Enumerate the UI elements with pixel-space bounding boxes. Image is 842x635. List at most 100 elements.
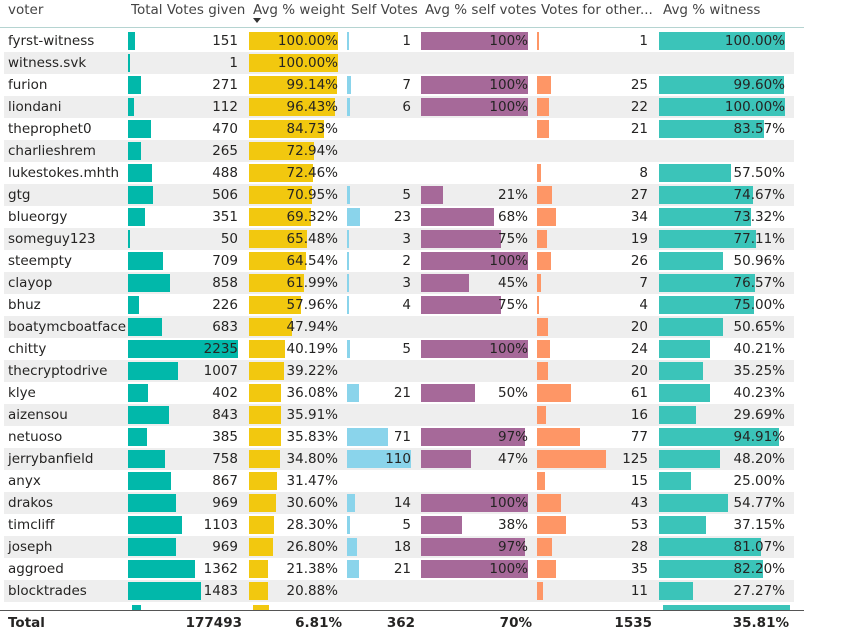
clipped-bar-total-votes	[132, 605, 141, 610]
cell-total-votes: 709	[212, 253, 238, 269]
bar-self-votes	[347, 296, 349, 314]
bar-avg-weight	[249, 98, 335, 116]
bar-avg-witness	[659, 516, 706, 534]
voter-name: bhuz	[8, 297, 41, 313]
table-row[interactable]: blueorgy 351 69.32% 23 68% 34 73.32%	[4, 206, 794, 228]
table-row[interactable]: theprophet0 470 84.73% 21 83.57%	[4, 118, 794, 140]
table-row[interactable]: timcliff 1103 28.30% 5 38% 53 37.15%	[4, 514, 794, 536]
cell-avg-self-votes	[421, 404, 528, 426]
table-row[interactable]: liondani 112 96.43% 6 100% 22 100.00%	[4, 96, 794, 118]
cell-total-votes: 265	[212, 143, 238, 159]
bar-avg-weight	[249, 120, 324, 138]
cell-avg-self-votes: 75%	[497, 297, 528, 313]
cell-self-votes: 21	[393, 385, 411, 401]
table-row[interactable]: boatymcboatface 683 47.94% 20 50.65%	[4, 316, 794, 338]
cell-total-votes: 402	[212, 385, 238, 401]
cell-avg-weight: 34.80%	[286, 451, 338, 467]
cell-avg-weight: 39.22%	[286, 363, 338, 379]
table-row[interactable]: furion 271 99.14% 7 100% 25 99.60%	[4, 74, 794, 96]
cell-self-votes	[347, 52, 411, 74]
cell-avg-weight: 26.80%	[286, 539, 338, 555]
cell-votes-for-others: 27	[630, 187, 648, 203]
total-self-votes: 362	[386, 615, 415, 631]
bar-votes-for-others	[537, 252, 551, 270]
bar-votes-for-others	[537, 406, 546, 424]
cell-avg-weight: 35.83%	[286, 429, 338, 445]
table-row[interactable]: fyrst-witness 151 100.00% 1 100% 1 100.00%	[4, 30, 794, 52]
header-divider	[0, 27, 804, 28]
table-row[interactable]: witness.svk 1 100.00%	[4, 52, 794, 74]
table-row[interactable]: chitty 2235 40.19% 5 100% 24 40.21%	[4, 338, 794, 360]
header-total-votes[interactable]: Total Votes given	[131, 2, 246, 18]
cell-avg-witness: 83.57%	[733, 121, 785, 137]
table-row[interactable]: steempty 709 64.54% 2 100% 26 50.96%	[4, 250, 794, 272]
table-row[interactable]: aizensou 843 35.91% 16 29.69%	[4, 404, 794, 426]
header-self-votes[interactable]: Self Votes	[351, 2, 418, 18]
cell-avg-witness: 100.00%	[724, 33, 785, 49]
bar-avg-self-votes	[421, 450, 471, 468]
voter-name: blocktrades	[8, 583, 87, 599]
bar-self-votes	[347, 538, 357, 556]
table-row[interactable]: lukestokes.mhth 488 72.46% 8 57.50%	[4, 162, 794, 184]
bar-votes-for-others	[537, 384, 571, 402]
cell-total-votes: 1483	[203, 583, 238, 599]
table-row[interactable]: drakos 969 30.60% 14 100% 43 54.77%	[4, 492, 794, 514]
bar-avg-weight	[249, 32, 338, 50]
table-row[interactable]: klye 402 36.08% 21 50% 61 40.23%	[4, 382, 794, 404]
table-row[interactable]: anyx 867 31.47% 15 25.00%	[4, 470, 794, 492]
table-row[interactable]: charlieshrem 265 72.94%	[4, 140, 794, 162]
cell-votes-for-others: 1	[639, 33, 648, 49]
bar-avg-self-votes	[421, 516, 462, 534]
header-voter[interactable]: voter	[8, 2, 44, 18]
bar-avg-weight	[249, 428, 281, 446]
sort-descending-icon[interactable]	[253, 18, 261, 23]
cell-self-votes: 3	[402, 231, 411, 247]
cell-votes-for-others: 43	[630, 495, 648, 511]
table-row[interactable]: jerrybanfield 758 34.80% 110 47% 125 48.20%	[4, 448, 794, 470]
cell-self-votes: 6	[402, 99, 411, 115]
voter-name: theprophet0	[8, 121, 92, 137]
cell-avg-weight: 36.08%	[286, 385, 338, 401]
total-avg-weight: 6.81%	[295, 615, 342, 631]
cell-votes-for-others	[537, 140, 648, 162]
bar-avg-weight	[249, 274, 304, 292]
bar-self-votes	[347, 340, 350, 358]
cell-avg-witness	[659, 52, 785, 74]
cell-avg-witness: 100.00%	[724, 99, 785, 115]
bar-total-votes	[128, 560, 195, 578]
cell-avg-self-votes	[421, 140, 528, 162]
table-row[interactable]: someguy123 50 65.48% 3 75% 19 77.11%	[4, 228, 794, 250]
bar-votes-for-others	[537, 120, 549, 138]
cell-self-votes	[347, 140, 411, 162]
bar-votes-for-others	[537, 472, 545, 490]
cell-avg-weight: 30.60%	[286, 495, 338, 511]
table-row[interactable]: thecryptodrive 1007 39.22% 20 35.25%	[4, 360, 794, 382]
cell-avg-weight: 61.99%	[286, 275, 338, 291]
header-avg-self-votes[interactable]: Avg % self votes	[425, 2, 537, 18]
table-row[interactable]: bhuz 226 57.96% 4 75% 4 75.00%	[4, 294, 794, 316]
table-row[interactable]: blocktrades 1483 20.88% 11 27.27%	[4, 580, 794, 602]
cell-self-votes: 1	[402, 33, 411, 49]
cell-avg-weight: 70.95%	[286, 187, 338, 203]
bar-total-votes	[128, 76, 141, 94]
bar-avg-witness	[659, 120, 764, 138]
cell-avg-witness: 54.77%	[733, 495, 785, 511]
header-avg-witness[interactable]: Avg % witness	[663, 2, 761, 18]
cell-self-votes	[347, 404, 411, 426]
cell-self-votes: 7	[402, 77, 411, 93]
header-votes-for-others[interactable]: Votes for other...	[541, 2, 653, 18]
bar-total-votes	[128, 274, 170, 292]
table-row[interactable]: aggroed 1362 21.38% 21 100% 35 82.20%	[4, 558, 794, 580]
table-row[interactable]: netuoso 385 35.83% 71 97% 77 94.91%	[4, 426, 794, 448]
table-row[interactable]: joseph 969 26.80% 18 97% 28 81.07%	[4, 536, 794, 558]
total-avg-self-votes: 70%	[499, 615, 532, 631]
cell-avg-weight: 72.94%	[286, 143, 338, 159]
header-avg-weight[interactable]: Avg % weight	[253, 2, 345, 18]
table-row[interactable]: gtg 506 70.95% 5 21% 27 74.67%	[4, 184, 794, 206]
table-row[interactable]: clayop 858 61.99% 3 45% 7 76.57%	[4, 272, 794, 294]
cell-avg-witness: 81.07%	[733, 539, 785, 555]
cell-total-votes: 843	[212, 407, 238, 423]
bar-total-votes	[128, 362, 178, 380]
cell-avg-witness: 74.67%	[733, 187, 785, 203]
cell-avg-witness: 35.25%	[733, 363, 785, 379]
